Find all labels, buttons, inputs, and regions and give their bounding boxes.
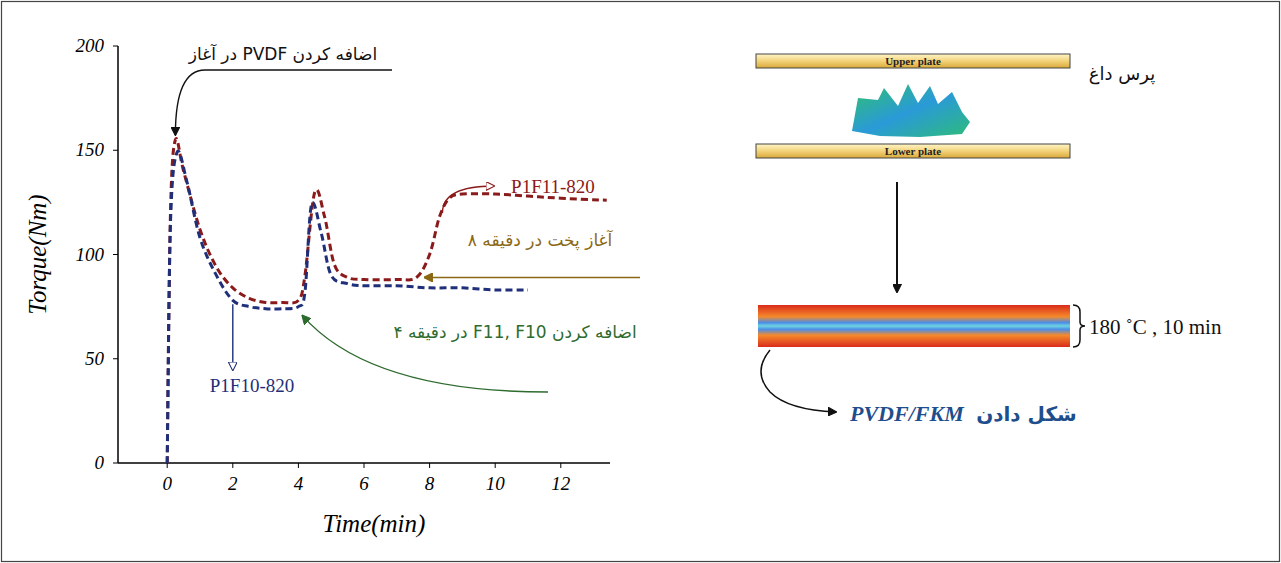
y-tick-label: 50	[85, 348, 105, 369]
y-tick-label: 100	[76, 244, 105, 265]
series-label-arrow	[232, 304, 233, 370]
x-tick	[232, 463, 233, 468]
annotation: اضافه کردن F11, F10 در دقیقه ۴	[393, 322, 636, 342]
y-tick	[113, 150, 118, 151]
annotation-arrow	[175, 70, 392, 135]
y-tick	[113, 254, 118, 255]
y-axis-title: Torque(Nm)	[24, 194, 52, 314]
frame	[2, 2, 1280, 562]
diagram: Upper plate Lower plate پرس داغ 180 ˚C , 10…	[756, 54, 1222, 426]
axes: 0 2 4 6 8 10 12 0 50 100 150 200 Time(min) Torque(Nm)	[24, 35, 610, 538]
annotations: اضافه کردن PVDF در آغاز P1F11-820 آغاز پخت…	[175, 43, 640, 396]
condition-label: 180 ˚C , 10 min	[1089, 315, 1222, 339]
y-tick-label: 200	[76, 35, 105, 56]
process-arrow	[896, 182, 898, 292]
y-tick-label: 150	[76, 139, 105, 160]
result-label: شکل دادن	[976, 402, 1077, 426]
y-tick	[113, 358, 118, 359]
y-tick	[113, 46, 118, 47]
x-tick-label: 4	[294, 473, 304, 494]
x-tick	[429, 463, 430, 468]
y-tick-label: 0	[95, 452, 105, 473]
series-label: P1F10-820	[210, 375, 294, 396]
x-tick	[495, 463, 496, 468]
x-tick-label: 0	[162, 473, 172, 494]
x-tick-label: 8	[425, 473, 435, 494]
series-label-arrow	[442, 186, 494, 213]
press-label: پرس داغ	[1089, 63, 1155, 85]
x-tick-label: 6	[359, 473, 369, 494]
plot-area	[167, 139, 607, 463]
result-material: PVDF/FKM	[849, 401, 965, 426]
y-tick	[113, 463, 118, 464]
x-tick-label: 2	[228, 473, 238, 494]
annotation: آغاز پخت در دقیقه ۸	[468, 229, 614, 251]
annotation: اضافه کردن PVDF در آغاز	[188, 43, 377, 64]
x-tick	[167, 463, 168, 468]
brace	[1073, 305, 1085, 347]
series-label: P1F11-820	[511, 176, 595, 197]
series-line	[167, 139, 607, 463]
annotation-arrow	[424, 277, 640, 278]
polymer-blob	[852, 84, 970, 137]
x-tick	[560, 463, 561, 468]
x-tick	[298, 463, 299, 468]
plate-label: Lower plate	[885, 145, 941, 157]
plate-label: Upper plate	[885, 55, 941, 67]
result-arrow	[761, 350, 836, 412]
series-line	[167, 151, 528, 463]
x-tick-label: 12	[551, 473, 571, 494]
page: 0 2 4 6 8 10 12 0 50 100 150 200 Time(min) Torque(Nm)…	[0, 0, 1281, 563]
annotation-arrow	[302, 316, 548, 392]
x-tick-label: 10	[486, 473, 506, 494]
laminate-sheet	[758, 305, 1070, 347]
upper-plate	[756, 54, 1070, 68]
lower-plate	[756, 144, 1070, 158]
x-axis-title: Time(min)	[323, 510, 426, 538]
x-tick	[364, 463, 365, 468]
